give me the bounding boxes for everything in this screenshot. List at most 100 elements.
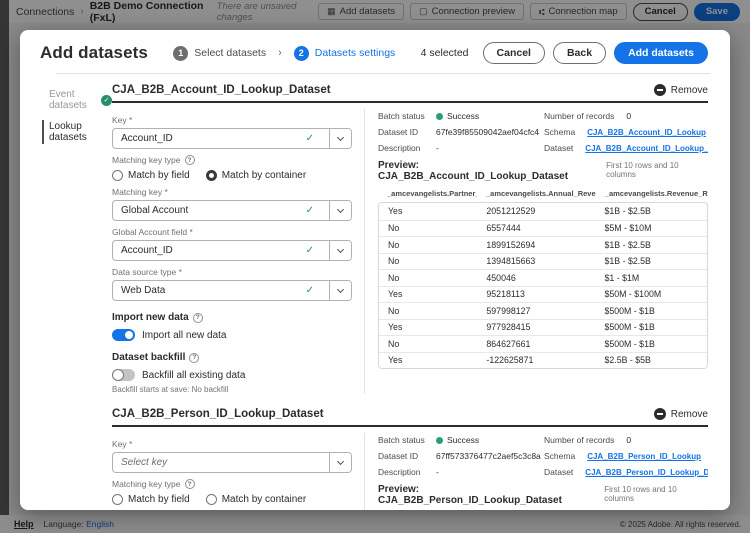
column-header: _amcevangelists.Revenue_Range [604,189,708,198]
step-indicator: 1 Select datasets › 2 Datasets settings [148,45,421,61]
add-datasets-toolbar-label: Add datasets [339,6,396,17]
table-cell: 450046 [486,272,516,283]
success-dot-icon [436,112,443,120]
backfill-toggle[interactable] [112,369,135,381]
radio-match-by-field[interactable]: Match by field [112,170,190,181]
backfill-toggle-label: Backfill all existing data [142,369,246,381]
import-toggle-label: Import all new data [142,329,227,341]
remove-dataset-button[interactable]: Remove [653,408,708,420]
cancel-button[interactable]: Cancel [482,42,545,64]
global-account-field-combobox[interactable]: Account_ID ✓ [112,240,352,261]
dataset-label: Dataset [544,143,574,153]
dataset-backfill-label: Dataset backfill? [112,352,352,363]
table-cell: Yes [388,355,403,366]
table-row: Yes 95218113 $50M - $100M [379,285,707,303]
matching-key-combobox[interactable]: Global Account ✓ [112,200,352,221]
column-divider [364,109,365,394]
dataset-link[interactable]: CJA_B2B_Person_ID_Lookup_Dataset [585,468,708,477]
chevron-down-icon [336,457,345,466]
connection-map-button[interactable]: ⑆ Connection map [530,3,627,20]
column-divider [364,433,365,510]
add-datasets-button[interactable]: Add datasets [614,42,708,64]
breadcrumb-connections[interactable]: Connections [16,5,75,18]
backfill-row: Backfill all existing data [112,369,352,381]
table-cell: No [388,223,400,234]
radio-circle-icon [205,494,217,505]
batch-status-label: Batch status [378,111,425,121]
help-icon[interactable]: ? [189,352,200,363]
add-datasets-toolbar-button[interactable]: ▦ Add datasets [318,3,405,20]
data-source-type-combobox[interactable]: Web Data ✓ [112,280,352,301]
step-1-label: Select datasets [194,47,267,59]
modal-body: Event datasets ✓ Lookup datasets CJA_B2B… [20,74,730,510]
key-dropdown-button[interactable] [329,453,351,472]
table-row: No 1899152694 $1B - $2.5B [379,236,707,253]
description-label: Description [378,143,421,153]
matching-key-dropdown-button[interactable] [329,201,351,220]
breadcrumb-current: B2B Demo Connection (FxL) [89,0,204,24]
language-selector[interactable]: Language: English [44,519,114,529]
connection-map-icon: ⑆ [539,6,545,17]
schema-link[interactable]: CJA_B2B_Person_ID_Lookup [587,452,701,461]
complete-check-icon: ✓ [101,94,112,106]
step-select-datasets[interactable]: 1 Select datasets [173,45,267,61]
dataset-section-person: CJA_B2B_Person_ID_Lookup_Dataset Remove … [112,406,708,510]
table-cell: -122625871 [486,355,534,366]
schema-link[interactable]: CJA_B2B_Account_ID_Lookup [587,128,706,137]
step-separator-icon: › [278,47,282,59]
help-icon[interactable]: ? [192,312,203,323]
matching-key-label: Matching key * [112,187,168,197]
radio-container-label: Match by container [221,494,307,505]
radio-field-label: Match by field [128,170,190,181]
matching-key-type-radios: Match by field Match by container [112,494,352,505]
event-datasets-label: Event datasets [49,89,87,111]
radio-match-by-container[interactable]: Match by container [205,494,307,505]
key-combobox[interactable]: Select key [112,452,352,473]
help-icon[interactable]: ? [184,479,195,489]
schema-label: Schema [544,451,576,461]
import-all-new-data-row: Import all new data [112,329,352,341]
selected-count: 4 selected [420,47,469,59]
section-divider [112,101,708,103]
data-source-type-dropdown-button[interactable] [329,281,351,300]
import-toggle[interactable] [112,329,135,341]
step-2-circle: 2 [293,45,309,61]
table-cell: $500M - $1B [604,338,655,349]
modal-title: Add datasets [40,43,148,62]
description-value: - [436,143,439,153]
dataset-form: Key * Account_ID ✓ Matching key type? Mat… [112,109,364,394]
table-cell: 2051212529 [486,206,536,217]
step-datasets-settings[interactable]: 2 Datasets settings [293,45,395,61]
modal-content: CJA_B2B_Account_ID_Lookup_Dataset Remove… [112,82,730,510]
remove-minus-icon [653,84,666,96]
page-footer: Help Language: English © 2025 Adobe. All… [0,515,750,533]
global-account-field-dropdown-button[interactable] [329,241,351,260]
key-dropdown-button[interactable] [329,129,351,148]
help-link[interactable]: Help [14,519,34,529]
modal-header: Add datasets 1 Select datasets › 2 Datas… [20,30,730,73]
key-combobox[interactable]: Account_ID ✓ [112,128,352,149]
sidebar-item-event-datasets[interactable]: Event datasets ✓ [42,86,112,114]
valid-check-icon: ✓ [305,245,314,256]
page-cancel-button[interactable]: Cancel [632,2,688,21]
dataset-link[interactable]: CJA_B2B_Account_ID_Lookup_Dataset [585,144,708,153]
table-row: No 450046 $1 - $1M [379,269,707,286]
remove-dataset-button[interactable]: Remove [653,84,708,96]
sidebar-item-lookup-datasets[interactable]: Lookup datasets [42,118,112,146]
connection-preview-button[interactable]: ▢ Connection preview [410,3,525,20]
page-save-button[interactable]: Save [693,2,740,21]
column-header: _amcevangelists.Partner_Audienc... [387,189,477,198]
records-value: 0 [626,435,632,445]
schema-label: Schema [544,127,576,137]
radio-match-by-container[interactable]: Match by container [205,170,306,181]
description-value: - [436,467,439,477]
back-button[interactable]: Back [552,42,607,64]
language-label: Language: [43,519,84,529]
table-cell: $50M - $100M [604,289,662,300]
batch-status-value: Success [436,111,544,121]
radio-circle-icon [112,170,123,181]
language-value-link[interactable]: English [86,519,114,529]
radio-match-by-field[interactable]: Match by field [112,494,190,505]
preview-table: Yes 2051212529 $1B - $2.5B No 6557444 $5M - $… [378,202,708,369]
help-icon[interactable]: ? [184,155,195,165]
